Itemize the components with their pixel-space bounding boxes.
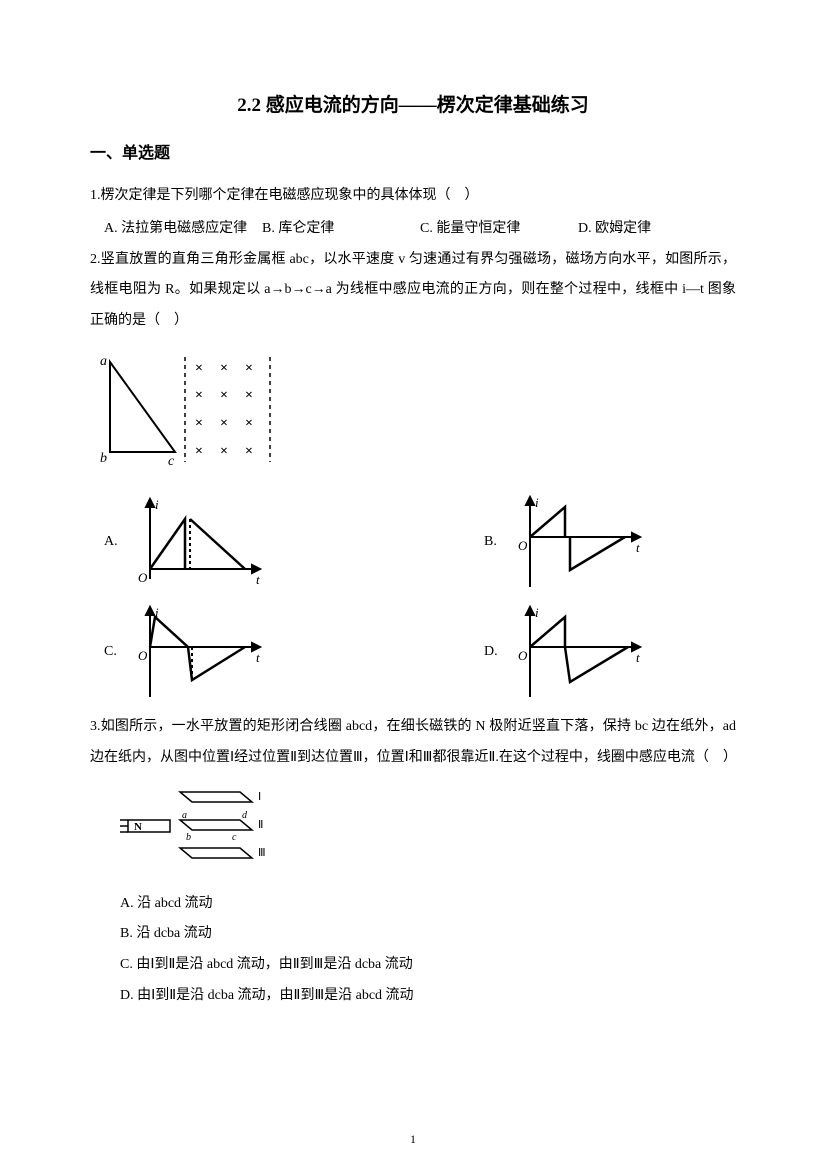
label-c: c bbox=[168, 454, 175, 469]
svg-text:O: O bbox=[518, 648, 528, 663]
svg-text:Ⅱ: Ⅱ bbox=[258, 819, 263, 831]
page-title: 2.2 感应电流的方向——楞次定律基础练习 bbox=[90, 90, 736, 117]
svg-text:t: t bbox=[636, 650, 640, 665]
q1-options: A. 法拉第电磁感应定律 B. 库仑定律 C. 能量守恒定律 D. 欧姆定律 bbox=[90, 214, 736, 245]
q3-diagram: N Ⅰ Ⅱ Ⅲ a b c d bbox=[120, 784, 736, 879]
q3-opt-a: A. 沿 abcd 流动 bbox=[120, 889, 736, 920]
q2-opt-c-label: C. bbox=[90, 644, 130, 660]
svg-text:Ⅲ: Ⅲ bbox=[258, 847, 266, 859]
label-b: b bbox=[100, 451, 107, 466]
q3-options: A. 沿 abcd 流动 B. 沿 dcba 流动 C. 由Ⅰ到Ⅱ是沿 abcd… bbox=[120, 889, 736, 1012]
svg-text:t: t bbox=[256, 572, 260, 587]
q2-stem: 2.竖直放置的直角三角形金属框 abc，以水平速度 v 匀速通过有界匀强磁场，磁… bbox=[90, 245, 736, 337]
graph-a: i t O bbox=[130, 494, 270, 589]
svg-text:i: i bbox=[155, 605, 159, 620]
label-a: a bbox=[100, 354, 107, 369]
svg-text:t: t bbox=[636, 540, 640, 555]
svg-text:d: d bbox=[242, 810, 248, 821]
svg-text:O: O bbox=[138, 648, 148, 663]
q1-opt-d: D. 欧姆定律 bbox=[578, 214, 736, 245]
svg-text:t: t bbox=[256, 650, 260, 665]
svg-text:×: × bbox=[195, 444, 203, 459]
svg-text:a: a bbox=[182, 810, 187, 821]
q1-opt-c: C. 能量守恒定律 bbox=[420, 214, 578, 245]
q2-options-row1: A. i t O B. bbox=[90, 492, 736, 592]
q3-opt-c: C. 由Ⅰ到Ⅱ是沿 abcd 流动，由Ⅱ到Ⅲ是沿 dcba 流动 bbox=[120, 950, 736, 981]
svg-text:i: i bbox=[155, 497, 159, 512]
svg-text:×: × bbox=[245, 444, 253, 459]
q1-stem: 1.楞次定律是下列哪个定律在电磁感应现象中的具体体现（ ） bbox=[90, 181, 736, 212]
q2-options-row2: C. i t O D. bbox=[90, 602, 736, 702]
svg-text:×: × bbox=[245, 388, 253, 403]
svg-text:×: × bbox=[220, 361, 228, 376]
svg-text:b: b bbox=[186, 832, 191, 843]
q2-triangle-diagram: a b c × × × × × × × × × × × × bbox=[90, 347, 736, 482]
graph-c: i t O bbox=[130, 602, 270, 702]
svg-text:×: × bbox=[220, 444, 228, 459]
q3-opt-b: B. 沿 dcba 流动 bbox=[120, 919, 736, 950]
svg-text:Ⅰ: Ⅰ bbox=[258, 791, 261, 803]
q2-opt-a-label: A. bbox=[90, 534, 130, 550]
svg-text:O: O bbox=[138, 570, 148, 585]
svg-text:×: × bbox=[245, 361, 253, 376]
svg-text:×: × bbox=[220, 388, 228, 403]
q2-opt-d-label: D. bbox=[470, 644, 510, 660]
svg-text:O: O bbox=[518, 538, 528, 553]
graph-d: i t O bbox=[510, 602, 650, 702]
svg-text:×: × bbox=[220, 416, 228, 431]
q1-opt-b: B. 库仑定律 bbox=[262, 214, 420, 245]
svg-text:×: × bbox=[195, 416, 203, 431]
q3-opt-d: D. 由Ⅰ到Ⅱ是沿 dcba 流动，由Ⅱ到Ⅲ是沿 abcd 流动 bbox=[120, 981, 736, 1012]
svg-text:N: N bbox=[134, 821, 142, 833]
q1-opt-a: A. 法拉第电磁感应定律 bbox=[90, 214, 262, 245]
svg-text:i: i bbox=[535, 495, 539, 510]
svg-text:c: c bbox=[232, 832, 237, 843]
section-heading: 一、单选题 bbox=[90, 139, 736, 163]
svg-text:×: × bbox=[195, 388, 203, 403]
svg-text:i: i bbox=[535, 605, 539, 620]
page-number: 1 bbox=[0, 1132, 826, 1147]
svg-text:×: × bbox=[245, 416, 253, 431]
graph-b: i t O bbox=[510, 492, 650, 592]
q2-opt-b-label: B. bbox=[470, 534, 510, 550]
q3-stem: 3.如图所示，一水平放置的矩形闭合线圈 abcd，在细长磁铁的 N 极附近竖直下… bbox=[90, 712, 736, 774]
svg-text:×: × bbox=[195, 361, 203, 376]
